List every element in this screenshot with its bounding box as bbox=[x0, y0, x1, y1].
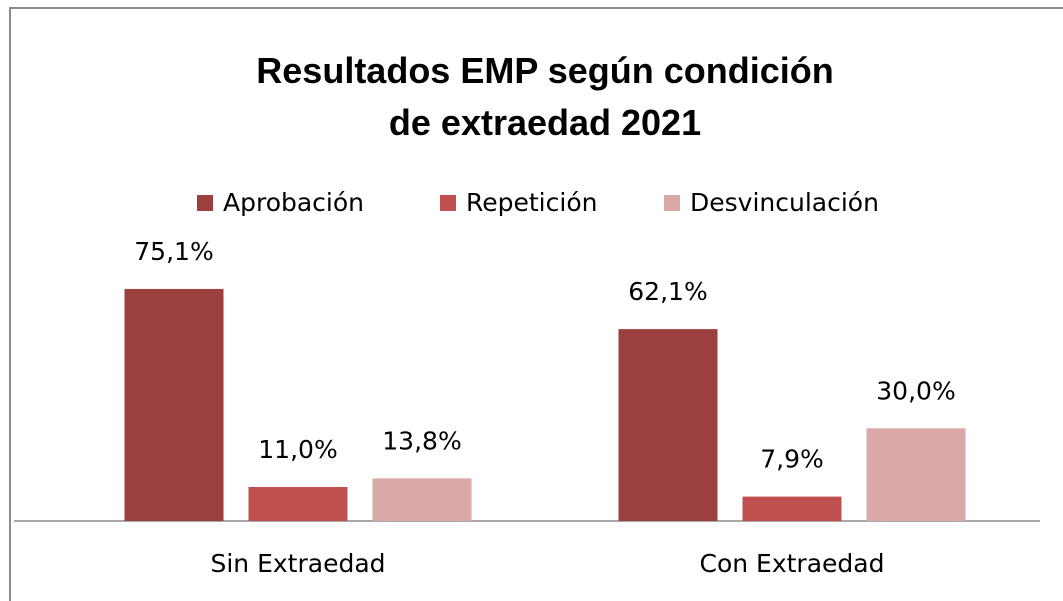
bar bbox=[866, 428, 966, 521]
value-label: 13,8% bbox=[382, 426, 461, 455]
value-label: 30,0% bbox=[876, 376, 955, 405]
value-label: 75,1% bbox=[134, 237, 213, 266]
frame bbox=[9, 7, 1063, 601]
bar bbox=[372, 478, 472, 521]
legend-swatch bbox=[197, 195, 213, 211]
value-label: 7,9% bbox=[760, 445, 824, 474]
legend-label: Repetición bbox=[466, 188, 597, 217]
bar bbox=[248, 487, 348, 521]
legend-label: Desvinculación bbox=[690, 188, 879, 217]
bar bbox=[618, 329, 718, 521]
x-tick-label: Con Extraedad bbox=[700, 549, 885, 578]
bar bbox=[124, 288, 224, 521]
chart-title: Resultados EMP según condición de extrae… bbox=[256, 50, 834, 143]
legend-swatch bbox=[664, 195, 680, 211]
value-label: 62,1% bbox=[628, 277, 707, 306]
value-label: 11,0% bbox=[258, 435, 337, 464]
bar bbox=[742, 496, 842, 521]
x-tick-label: Sin Extraedad bbox=[210, 549, 385, 578]
legend-swatch bbox=[440, 195, 456, 211]
legend-label: Aprobación bbox=[223, 188, 364, 217]
